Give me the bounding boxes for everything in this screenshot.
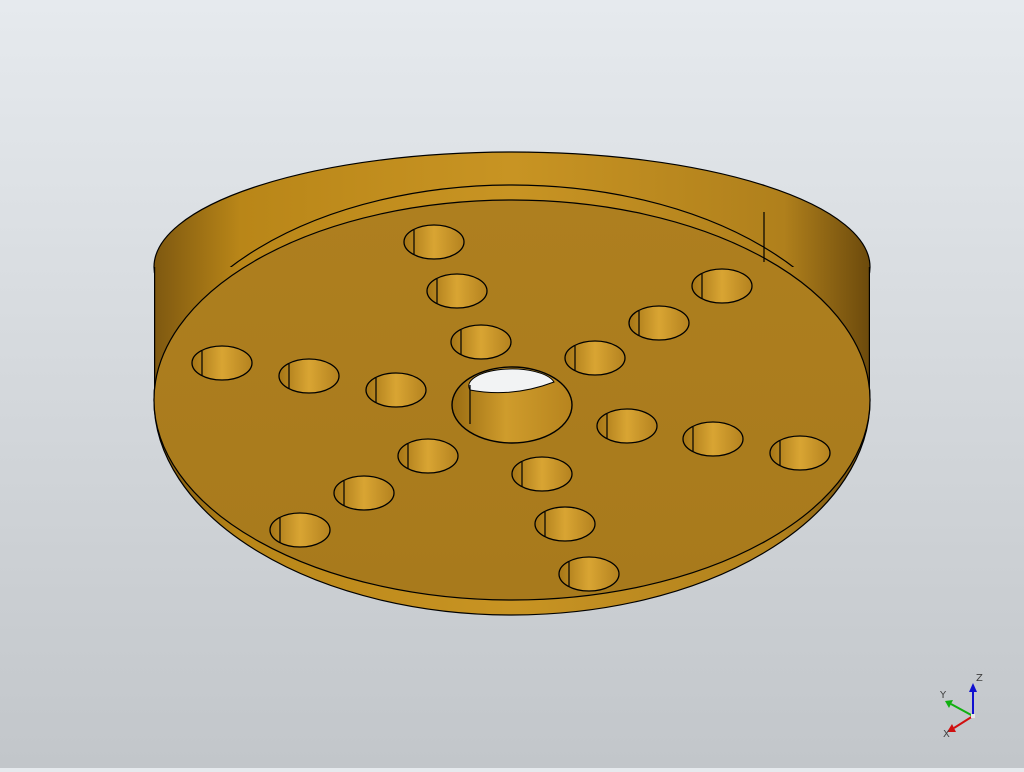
hole-rim [450,324,512,360]
hole-rim [426,273,488,309]
hole-rim [397,438,459,474]
mounting-hole[interactable] [403,224,465,260]
mounting-hole[interactable] [426,273,488,309]
hole-rim [365,372,427,408]
hole-rim [769,435,831,471]
hole-rim [534,506,596,542]
x-axis-arrow [947,724,956,732]
hole-rim [682,421,744,457]
mounting-hole[interactable] [450,324,512,360]
y-axis-arrow [945,700,953,708]
mounting-hole[interactable] [534,506,596,542]
mounting-hole[interactable] [628,305,690,341]
hole-rim [269,512,331,548]
x-axis-label: X [943,729,950,740]
axis-origin [971,714,975,718]
y-axis-label: Y [939,690,947,701]
center-hole[interactable] [451,366,573,444]
mounting-hole[interactable] [269,512,331,548]
mounting-hole[interactable] [333,475,395,511]
y-axis [950,703,974,717]
hole-rim [558,556,620,592]
mounting-hole[interactable] [682,421,744,457]
axis-triad: Z Y X [939,673,983,740]
mounting-holes [191,224,831,592]
mounting-hole[interactable] [278,358,340,394]
mounting-hole[interactable] [511,456,573,492]
mounting-hole[interactable] [558,556,620,592]
mounting-hole[interactable] [191,345,253,381]
hole-rim [691,268,753,304]
mounting-hole[interactable] [691,268,753,304]
hole-rim [511,456,573,492]
hole-rim [333,475,395,511]
mounting-hole[interactable] [365,372,427,408]
hole-rim [564,340,626,376]
hole-rim [278,358,340,394]
hole-rim [403,224,465,260]
z-axis-label: Z [976,673,983,684]
z-axis-arrow [969,683,977,692]
mounting-hole[interactable] [397,438,459,474]
hole-rim [628,305,690,341]
mounting-hole[interactable] [596,408,658,444]
mounting-hole[interactable] [769,435,831,471]
mounting-hole[interactable] [564,340,626,376]
x-axis [953,715,974,729]
hole-rim [596,408,658,444]
hole-rim [191,345,253,381]
